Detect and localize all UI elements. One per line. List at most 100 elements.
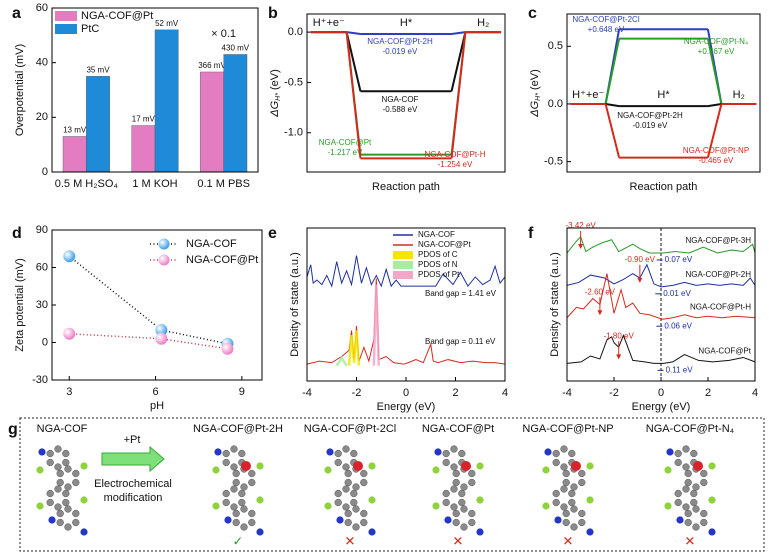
value-label: -0.019 eV (383, 47, 418, 56)
panel-g-frame (19, 417, 765, 552)
legend-label: NGA-COF (418, 230, 455, 239)
atom (248, 478, 256, 487)
atom (560, 485, 568, 493)
x-axis-label: Reaction path (372, 181, 440, 193)
atom (344, 509, 352, 518)
atom (684, 469, 692, 478)
atom (468, 469, 476, 478)
atom (552, 458, 560, 467)
state-label: H₂ (477, 17, 489, 29)
atom (64, 505, 72, 513)
atom (568, 498, 576, 507)
series-label: NGA-COF@Pt (698, 346, 751, 355)
series-label: NGA-COF@Pt-H (690, 302, 751, 311)
annotation-label: -3.42 eV (566, 221, 597, 230)
annotation: Band gap = 1.41 eV (425, 289, 497, 298)
y-tick-label: 20 (36, 111, 48, 123)
atom-pt (571, 461, 581, 471)
atom (342, 445, 350, 453)
atom-f (256, 496, 264, 504)
atom (62, 458, 70, 467)
y-tick-label: 90 (36, 224, 48, 236)
annotation-label: -1.80 eV (604, 331, 635, 340)
series-label: NGA-COF@Pt-NP (683, 146, 749, 155)
legend-swatch (55, 24, 77, 34)
atom (344, 478, 352, 487)
atom-f (368, 496, 376, 504)
atom (442, 498, 450, 507)
energy-connector (450, 31, 467, 92)
atom (682, 485, 690, 493)
bar (223, 54, 248, 173)
atom (360, 509, 368, 518)
atom (352, 505, 360, 513)
atom (552, 489, 560, 498)
atom (240, 483, 248, 491)
atom (458, 449, 466, 458)
annotation-label: 0.06 eV (664, 321, 692, 330)
structure-label: NGA-COF (37, 423, 88, 435)
point (155, 324, 168, 336)
atom (562, 509, 570, 518)
series-line (372, 284, 381, 366)
structure-label: NGA-COF@Pt-N₄ (646, 423, 735, 435)
atom (552, 498, 560, 507)
plot-frame (566, 227, 756, 382)
atom (684, 509, 692, 518)
series-line (69, 333, 228, 350)
energy-connector (706, 103, 723, 158)
atom (230, 463, 238, 471)
atom (56, 469, 64, 478)
atom (700, 469, 708, 478)
legend-label: PDOS of N (418, 260, 458, 269)
atom (578, 509, 586, 518)
process-arrow (101, 445, 165, 473)
x-tick-label: 2 (452, 387, 458, 399)
x-tick-label: 9 (239, 386, 245, 398)
atom-f (542, 466, 550, 474)
x-tick-label: 4 (752, 387, 758, 399)
atom (460, 523, 468, 531)
energy-connector (451, 31, 466, 36)
atom (46, 449, 54, 458)
scale-note: × 0.1 (211, 28, 236, 40)
atom (222, 498, 230, 507)
value-label: -0.019 eV (633, 121, 668, 130)
atom (334, 458, 342, 467)
annotation-label: -2.60 eV (585, 287, 616, 296)
x-tick-label: -2 (352, 387, 362, 399)
atom (552, 449, 560, 458)
legend-label: NGA-COF@Pt (81, 10, 153, 22)
y-axis-label-main: ΔG (529, 100, 541, 117)
atom-pt (693, 461, 703, 471)
atom (562, 469, 570, 478)
atom (72, 469, 80, 478)
plot-frame (306, 13, 506, 173)
point (221, 342, 234, 355)
panel-label: f (528, 225, 534, 242)
atom (232, 518, 240, 527)
atom-n (48, 516, 56, 524)
atom (690, 489, 698, 498)
atom (560, 463, 568, 471)
atom (222, 489, 230, 498)
atom-f (476, 496, 484, 504)
value-label: +0.648 eV (588, 25, 625, 34)
state-label: H⁺+e⁻ (572, 89, 604, 101)
legend-swatch (393, 261, 413, 269)
value-label: +0.567 eV (698, 47, 735, 56)
atom (674, 449, 682, 458)
energy-connector (604, 103, 621, 158)
panel-label: g (8, 421, 18, 438)
atom (452, 518, 460, 527)
atom-n (326, 448, 334, 456)
atom (230, 503, 238, 511)
x-tick-label: 0 (403, 387, 409, 399)
annotation-arrowhead (637, 277, 643, 283)
atom-n (80, 528, 88, 536)
x-tick-label: -4 (562, 387, 572, 399)
energy-connector (346, 31, 361, 36)
atom-f (664, 502, 672, 510)
atom (452, 509, 460, 518)
atom (450, 445, 458, 453)
